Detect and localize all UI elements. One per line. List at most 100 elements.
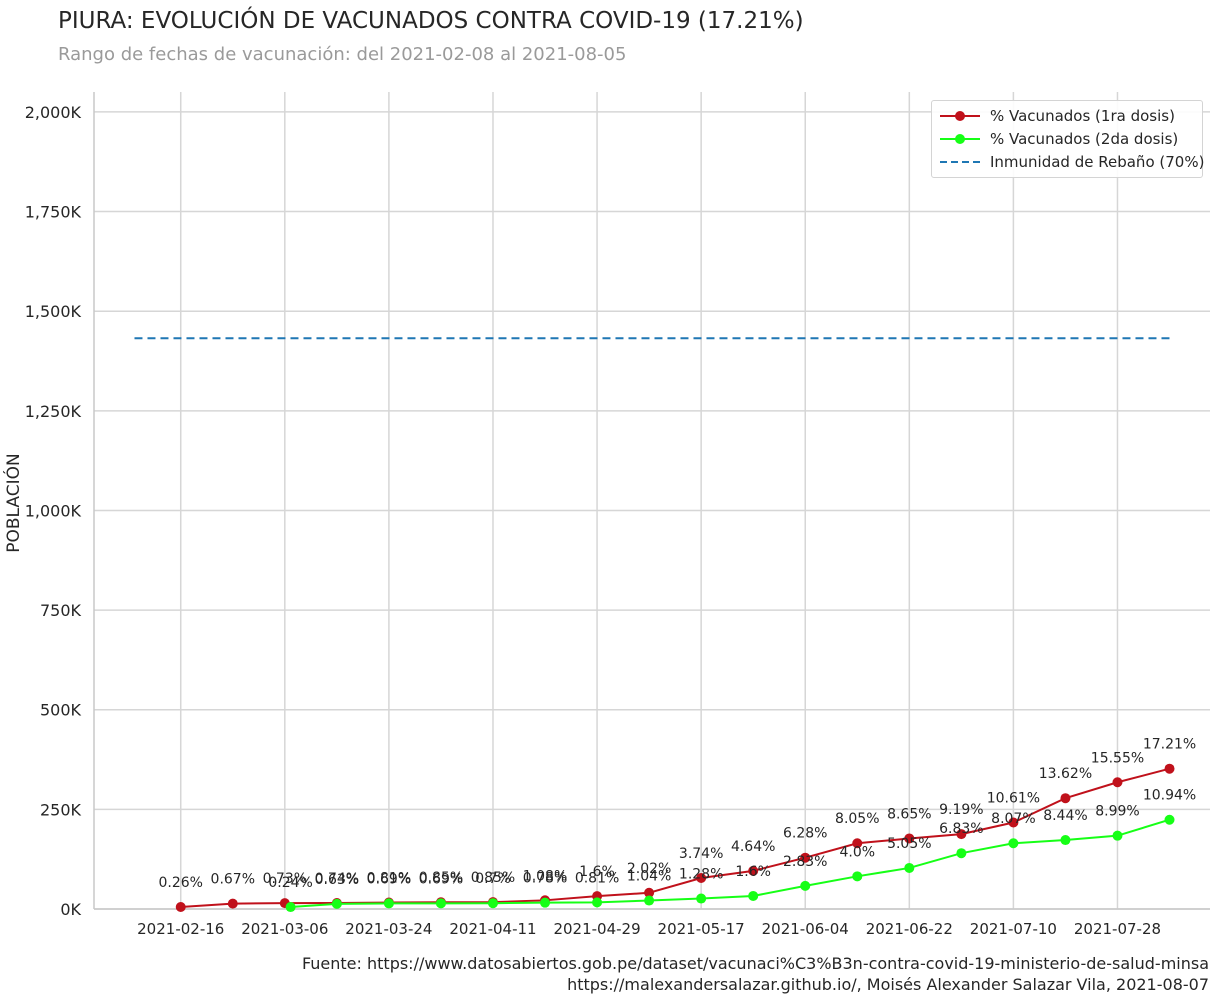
x-tick-label: 2021-05-17: [658, 920, 745, 938]
data-point-dose2: [956, 848, 967, 859]
data-label-dose1: 0.73%: [263, 871, 307, 887]
data-point-dose2: [487, 898, 498, 909]
data-point-dose2: [540, 897, 551, 908]
data-point-dose1: [175, 902, 186, 913]
data-label-dose2: 8.44%: [1043, 808, 1087, 824]
data-label-dose1: 10.61%: [987, 791, 1040, 807]
data-label-dose2: 0.78%: [523, 871, 567, 887]
legend-swatch-dose2: [940, 134, 980, 144]
data-point-dose1: [956, 829, 967, 840]
data-label-dose1: 1.08%: [523, 868, 567, 884]
data-point-dose2: [435, 898, 446, 909]
chart-subtitle: Rango de fechas de vacunación: del 2021-…: [58, 44, 627, 65]
data-label-dose1: 2.02%: [627, 861, 671, 877]
data-label-dose1: 6.28%: [783, 826, 827, 842]
data-label-dose2: 4.0%: [839, 844, 875, 860]
data-point-dose1: [1008, 817, 1019, 828]
data-point-dose2: [800, 880, 811, 891]
legend-item-herd: Inmunidad de Rebaño (70%): [940, 151, 1204, 173]
data-point-dose2: [285, 902, 296, 913]
x-tick-label: 2021-03-24: [345, 920, 432, 938]
data-label-dose2: 0.63%: [315, 872, 359, 888]
legend-item-dose2: % Vacunados (2da dosis): [940, 128, 1178, 150]
y-tick-label: 750K: [40, 601, 82, 620]
data-point-dose2: [644, 895, 655, 906]
data-label-dose2: 8.07%: [991, 811, 1035, 827]
data-point-dose1: [904, 833, 915, 844]
data-point-dose1: [748, 865, 759, 876]
legend-swatch-herd: [940, 161, 980, 163]
data-label-dose2: 0.69%: [367, 871, 411, 887]
x-tick-label: 2021-06-22: [866, 920, 953, 938]
data-point-dose2: [331, 898, 342, 909]
data-point-dose1: [1164, 763, 1175, 774]
data-label-dose2: 0.69%: [419, 871, 463, 887]
y-tick-label: 250K: [40, 800, 82, 819]
data-point-dose2: [852, 871, 863, 882]
y-tick-label: 1,250K: [25, 402, 82, 421]
data-label-dose1: 17.21%: [1143, 737, 1196, 753]
data-point-dose2: [383, 898, 394, 909]
data-label-dose2: 5.05%: [887, 836, 931, 852]
data-point-dose2: [904, 862, 915, 873]
data-point-dose1: [696, 872, 707, 883]
legend-label-herd: Inmunidad de Rebaño (70%): [990, 153, 1205, 171]
chart-title: PIURA: EVOLUCIÓN DE VACUNADOS CONTRA COV…: [58, 8, 804, 34]
x-tick-label: 2021-04-29: [553, 920, 640, 938]
x-tick-label: 2021-03-06: [241, 920, 328, 938]
y-tick-label: 1,000K: [25, 501, 82, 520]
x-tick-label: 2021-07-10: [970, 920, 1057, 938]
x-tick-label: 2021-06-04: [762, 920, 849, 938]
legend-label-dose2: % Vacunados (2da dosis): [990, 130, 1179, 148]
y-tick-label: 500K: [40, 701, 82, 720]
x-tick-label: 2021-04-11: [449, 920, 536, 938]
data-label-dose2: 2.83%: [783, 854, 827, 870]
data-label-dose2: 1.28%: [679, 867, 723, 883]
data-label-dose2: 0.7%: [475, 871, 511, 887]
data-label-dose1: 1.6%: [579, 864, 615, 880]
y-tick-label: 0K: [60, 900, 81, 919]
data-label-dose2: 0.81%: [575, 870, 619, 886]
data-label-dose1: 3.74%: [679, 846, 723, 862]
legend: % Vacunados (1ra dosis) % Vacunados (2da…: [931, 100, 1204, 178]
y-tick-label: 2,000K: [25, 103, 82, 122]
data-label-dose2: 1.6%: [735, 864, 771, 880]
data-label-dose1: 0.85%: [419, 870, 463, 886]
data-point-dose2: [592, 897, 603, 908]
legend-item-dose1: % Vacunados (1ra dosis): [940, 105, 1175, 127]
data-label-dose1: 0.74%: [315, 871, 359, 887]
legend-label-dose1: % Vacunados (1ra dosis): [990, 107, 1175, 125]
data-label-dose2: 10.94%: [1143, 788, 1196, 804]
data-label-dose1: 0.81%: [367, 871, 411, 887]
y-axis-label: POBLACIÓN: [4, 453, 24, 553]
data-point-dose1: [227, 898, 238, 909]
data-label-dose1: 4.64%: [731, 839, 775, 855]
series-line-dose2: [290, 818, 1170, 909]
y-tick-label: 1,500K: [25, 302, 82, 321]
data-point-dose2: [696, 893, 707, 904]
source-line-1: Fuente: https://www.datosabiertos.gob.pe…: [301, 954, 1209, 973]
data-point-dose2: [1008, 838, 1019, 849]
x-tick-label: 2021-07-28: [1074, 920, 1161, 938]
data-point-dose1: [644, 887, 655, 898]
y-tick-label: 1,750K: [25, 203, 82, 222]
data-label-dose1: 0.67%: [211, 872, 255, 888]
data-point-dose2: [748, 890, 759, 901]
data-point-dose2: [1112, 830, 1123, 841]
data-label-dose2: 0.24%: [268, 875, 312, 891]
data-point-dose2: [1060, 835, 1071, 846]
x-tick-label: 2021-02-16: [137, 920, 224, 938]
data-label-dose1: 0.85%: [471, 870, 515, 886]
data-label-dose1: 0.26%: [158, 875, 202, 891]
data-point-dose1: [800, 852, 811, 863]
data-label-dose2: 1.04%: [627, 869, 671, 885]
data-label-dose1: 15.55%: [1091, 750, 1144, 766]
data-label-dose2: 6.83%: [939, 821, 983, 837]
data-point-dose2: [1164, 814, 1175, 825]
legend-swatch-dose1: [940, 111, 980, 121]
data-label-dose1: 13.62%: [1039, 766, 1092, 782]
data-label-dose2: 8.99%: [1095, 804, 1139, 820]
data-point-dose1: [1112, 777, 1123, 788]
data-point-dose1: [1060, 793, 1071, 804]
